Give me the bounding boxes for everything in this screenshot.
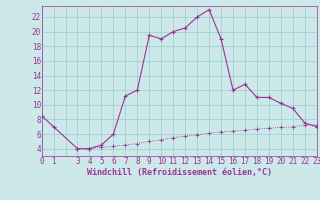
X-axis label: Windchill (Refroidissement éolien,°C): Windchill (Refroidissement éolien,°C) [87, 168, 272, 177]
